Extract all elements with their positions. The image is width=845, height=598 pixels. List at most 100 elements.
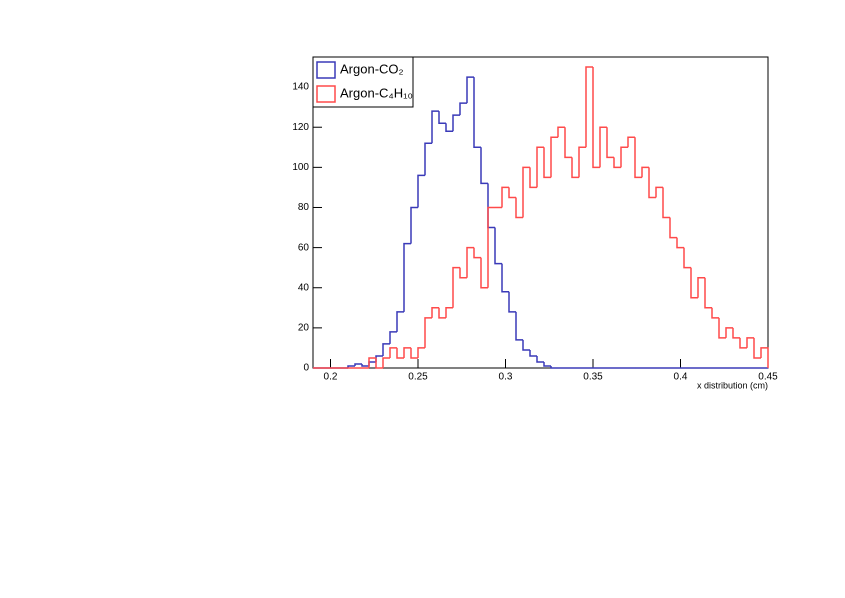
y-tick-label: 0 [303,363,309,374]
histogram-bin [550,136,558,178]
legend-swatch [316,85,336,103]
histogram-bin [676,237,684,249]
histogram-bin [522,166,530,218]
histogram-bin [760,347,769,368]
histogram-bin [704,277,712,309]
y-tick-label: 100 [292,162,309,173]
histogram-bin [641,166,649,178]
histogram-bin [459,267,467,279]
histogram-bin [494,227,502,265]
histogram-bin [389,347,397,358]
legend-label: Argon-C₄H₁₀ [340,85,413,100]
histogram-bin [473,247,481,259]
histogram-bin [375,355,383,362]
histogram-bin [480,257,488,289]
legend-label: Argon-CO₂ [340,61,404,76]
histogram-bin [564,127,572,159]
histogram-bin [522,339,530,351]
x-axis-label: x distribution (cm) [697,380,768,390]
histogram-bin [480,147,488,185]
histogram-bin [613,157,621,169]
histogram-bin [431,110,439,144]
histogram-bin [452,266,460,308]
histogram-bin [501,186,509,208]
histogram-bin [753,337,761,359]
histogram-bin [389,331,397,344]
histogram-bin [655,186,663,198]
histogram-bin [508,291,516,313]
histogram-bin [424,317,432,348]
histogram-bin [368,361,376,366]
histogram-bin [410,206,418,244]
histogram-bin [508,187,516,199]
histogram-bin [557,126,565,138]
histogram-bin [627,136,635,148]
histogram-bin [403,242,411,312]
histogram-bin [529,167,537,189]
histogram-bin [578,146,586,178]
histogram-bin [571,157,579,179]
histogram-bin [466,246,474,278]
histogram-bin [466,76,474,104]
histogram-bin [487,183,495,229]
x-tick-label: 0.3 [499,372,513,383]
y-tick-label: 60 [298,242,310,253]
histogram-bin [732,327,740,339]
histogram-bin [543,147,551,179]
histogram-bin [487,206,495,288]
legend-box [312,56,414,108]
histogram-bin [746,337,754,348]
histogram-bin [697,276,705,298]
histogram-bin [459,102,467,116]
histogram-bin [438,111,446,124]
histogram-bin [501,263,509,293]
histogram-bin [529,349,537,357]
histogram-bin [634,137,642,179]
histogram-bin [592,67,600,169]
legend-swatch [316,61,336,79]
histogram-bin [536,146,544,188]
histogram-bin [536,355,544,363]
y-tick-label: 20 [298,323,310,334]
histogram-bin [669,217,677,239]
plot-frame [312,56,769,369]
histogram-bin [718,317,726,339]
histogram-bin [445,307,453,318]
histogram-bin [620,146,628,168]
x-tick-label: 0.35 [583,372,603,383]
histogram-bin [662,187,670,219]
histogram-bin [396,311,404,332]
histogram-bin [585,66,593,148]
histogram-bin [431,307,439,318]
histogram-bin [382,357,390,368]
x-tick-label: 0.45 [758,372,778,383]
x-tick-label: 0.2 [324,372,338,383]
histogram-bin [361,363,369,367]
histogram-bin [473,77,481,149]
histogram-bin [438,307,446,319]
y-tick-label: 120 [292,122,309,133]
y-tick-label: 80 [298,202,310,213]
histogram-bin [515,311,523,341]
histogram-bin [683,247,691,269]
histogram-bin [396,347,404,359]
histogram-bin [445,123,453,132]
histogram-bin [424,142,432,176]
histogram-bin [417,347,425,358]
histogram-bin [354,363,362,366]
histogram-bin [711,307,719,319]
histogram-bin [368,357,376,368]
histogram-bin [648,167,656,199]
histogram-bin [543,361,551,367]
histogram-bin [452,114,460,132]
y-tick-label: 40 [298,282,310,293]
y-tick-label: 140 [292,82,309,93]
histogram-bin [375,357,383,369]
histogram-bin [606,127,614,159]
histogram-bin [690,267,698,299]
histogram-bin [410,347,418,359]
x-tick-label: 0.25 [408,372,428,383]
histogram-bin [739,337,747,349]
histogram-bin [417,174,425,208]
